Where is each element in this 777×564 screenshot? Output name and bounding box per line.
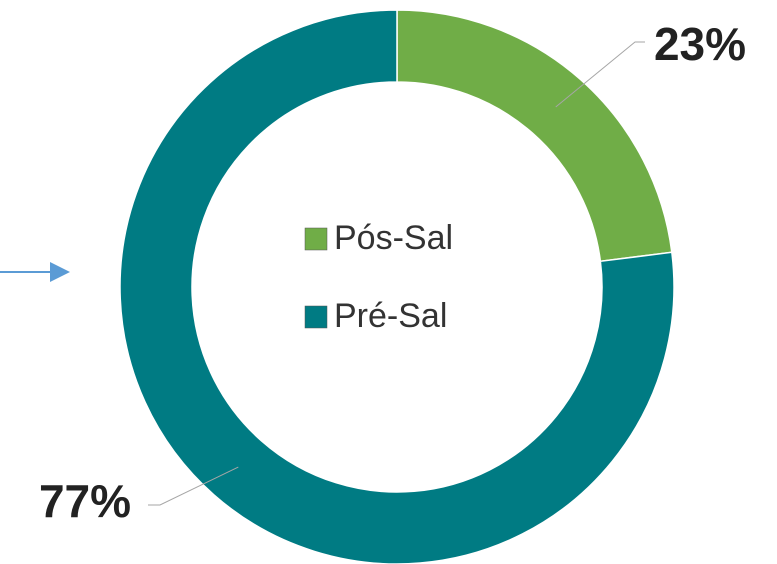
donut-slice <box>119 9 675 564</box>
data-label: 77% <box>39 475 131 527</box>
legend-swatch <box>304 305 328 329</box>
leader-line <box>148 466 239 506</box>
legend-swatch <box>304 227 328 251</box>
legend-label: Pré-Sal <box>334 297 447 335</box>
leader-line <box>555 41 645 108</box>
data-label: 23% <box>654 18 746 70</box>
legend-label: Pós-Sal <box>334 219 453 257</box>
